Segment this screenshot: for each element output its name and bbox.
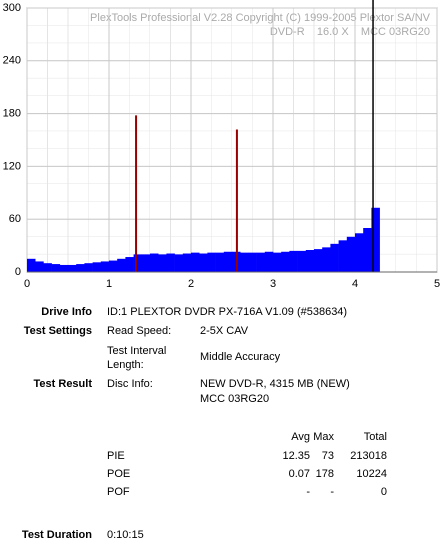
pie-bar xyxy=(240,252,249,272)
pie-bar xyxy=(355,233,364,272)
pie-bar xyxy=(322,247,331,272)
stats-header: Max xyxy=(313,431,334,443)
pie-bar xyxy=(35,261,44,272)
x-tick-label: 2 xyxy=(188,278,194,290)
pie-bar xyxy=(109,260,118,272)
pie-bar xyxy=(27,258,36,272)
stats-cell: POF xyxy=(107,486,130,498)
stats-cell: POE xyxy=(107,468,131,480)
row-label: Test Result xyxy=(33,378,92,390)
pie-bar xyxy=(346,236,356,272)
y-tick-label: 0 xyxy=(15,266,21,278)
stats-cell: PIE xyxy=(107,450,125,462)
pie-bar xyxy=(207,252,216,272)
y-tick-label: 60 xyxy=(9,213,21,225)
stats-cell: 0 xyxy=(380,486,387,498)
pie-bar xyxy=(273,252,282,272)
watermark: DVD-R 16.0 X MCC 03RG20 xyxy=(270,26,430,38)
pie-bar xyxy=(133,254,143,272)
setting-key: Read Speed: xyxy=(107,325,172,337)
pie-bar xyxy=(100,261,110,272)
pie-bar xyxy=(297,250,307,272)
setting-key: Test Interval Length: xyxy=(107,345,167,371)
y-tick-label: 180 xyxy=(3,108,21,120)
pie-bar xyxy=(51,264,61,272)
pie-bar xyxy=(166,253,175,272)
pie-bar xyxy=(305,250,315,272)
pie-bar xyxy=(199,253,208,272)
pie-bar xyxy=(191,252,200,272)
pie-bar xyxy=(125,257,134,272)
pie-bar xyxy=(330,243,339,272)
pie-bar xyxy=(223,251,233,272)
pie-bar xyxy=(68,264,77,272)
stats-cell: 10224 xyxy=(356,468,387,480)
x-tick-label: 3 xyxy=(270,278,276,290)
pie-bar xyxy=(117,258,126,272)
row-label: Test Settings xyxy=(23,325,92,337)
result-key: Disc Info: xyxy=(107,378,153,390)
y-tick-label: 240 xyxy=(3,55,21,67)
setting-value: 2-5X CAV xyxy=(200,325,249,337)
pie-bar xyxy=(92,262,102,272)
y-tick-label: 300 xyxy=(3,2,21,14)
stats-cell: 178 xyxy=(315,468,334,480)
x-tick-label: 1 xyxy=(106,278,112,290)
pie-bar xyxy=(174,254,184,272)
stats-cell: 73 xyxy=(321,450,334,462)
stats-cell: 213018 xyxy=(350,450,387,462)
pie-bar xyxy=(289,250,298,272)
pie-bar xyxy=(248,252,257,272)
y-tick-label: 120 xyxy=(3,160,21,172)
result-value: MCC 03RG20 xyxy=(200,393,270,405)
row-value: 0:10:15 xyxy=(107,529,144,541)
row-value: ID:1 PLEXTOR DVDR PX-716A V1.09 (#538634… xyxy=(107,306,348,318)
pie-bar xyxy=(314,249,323,272)
stats-cell: - xyxy=(306,486,310,498)
pie-bar xyxy=(281,251,290,272)
stats-header: Total xyxy=(363,431,387,443)
watermark: PlexTools Professional V2.28 Copyright (… xyxy=(90,12,431,24)
pie-bar xyxy=(371,207,380,272)
stats-header: Avg xyxy=(291,431,310,443)
pie-bar xyxy=(59,264,69,272)
pie-bar xyxy=(141,254,151,272)
x-tick-label: 4 xyxy=(352,278,358,290)
pie-bar xyxy=(338,240,348,272)
pie-bar xyxy=(264,251,274,272)
row-label: Drive Info xyxy=(41,306,92,318)
pie-bar xyxy=(363,228,372,272)
pie-bar xyxy=(256,252,266,272)
stats-cell: - xyxy=(330,486,334,498)
pie-bar xyxy=(215,252,225,272)
result-value: NEW DVD-R, 4315 MB (NEW) xyxy=(200,378,350,390)
pie-bar xyxy=(84,263,93,272)
x-tick-label: 0 xyxy=(24,278,30,290)
pie-bar xyxy=(182,253,192,272)
chart: PlexTools Professional V2.28 Copyright (… xyxy=(3,0,440,290)
pie-bar xyxy=(150,253,159,272)
row-label: Test Duration xyxy=(21,529,92,541)
x-tick-label: 5 xyxy=(434,278,440,290)
pie-bar xyxy=(76,264,85,272)
stats-cell: 12.35 xyxy=(282,450,310,462)
setting-value: Middle Accuracy xyxy=(200,351,281,363)
stats-cell: 0.07 xyxy=(288,468,310,480)
pie-bar xyxy=(43,263,52,272)
pie-bar xyxy=(158,254,167,272)
